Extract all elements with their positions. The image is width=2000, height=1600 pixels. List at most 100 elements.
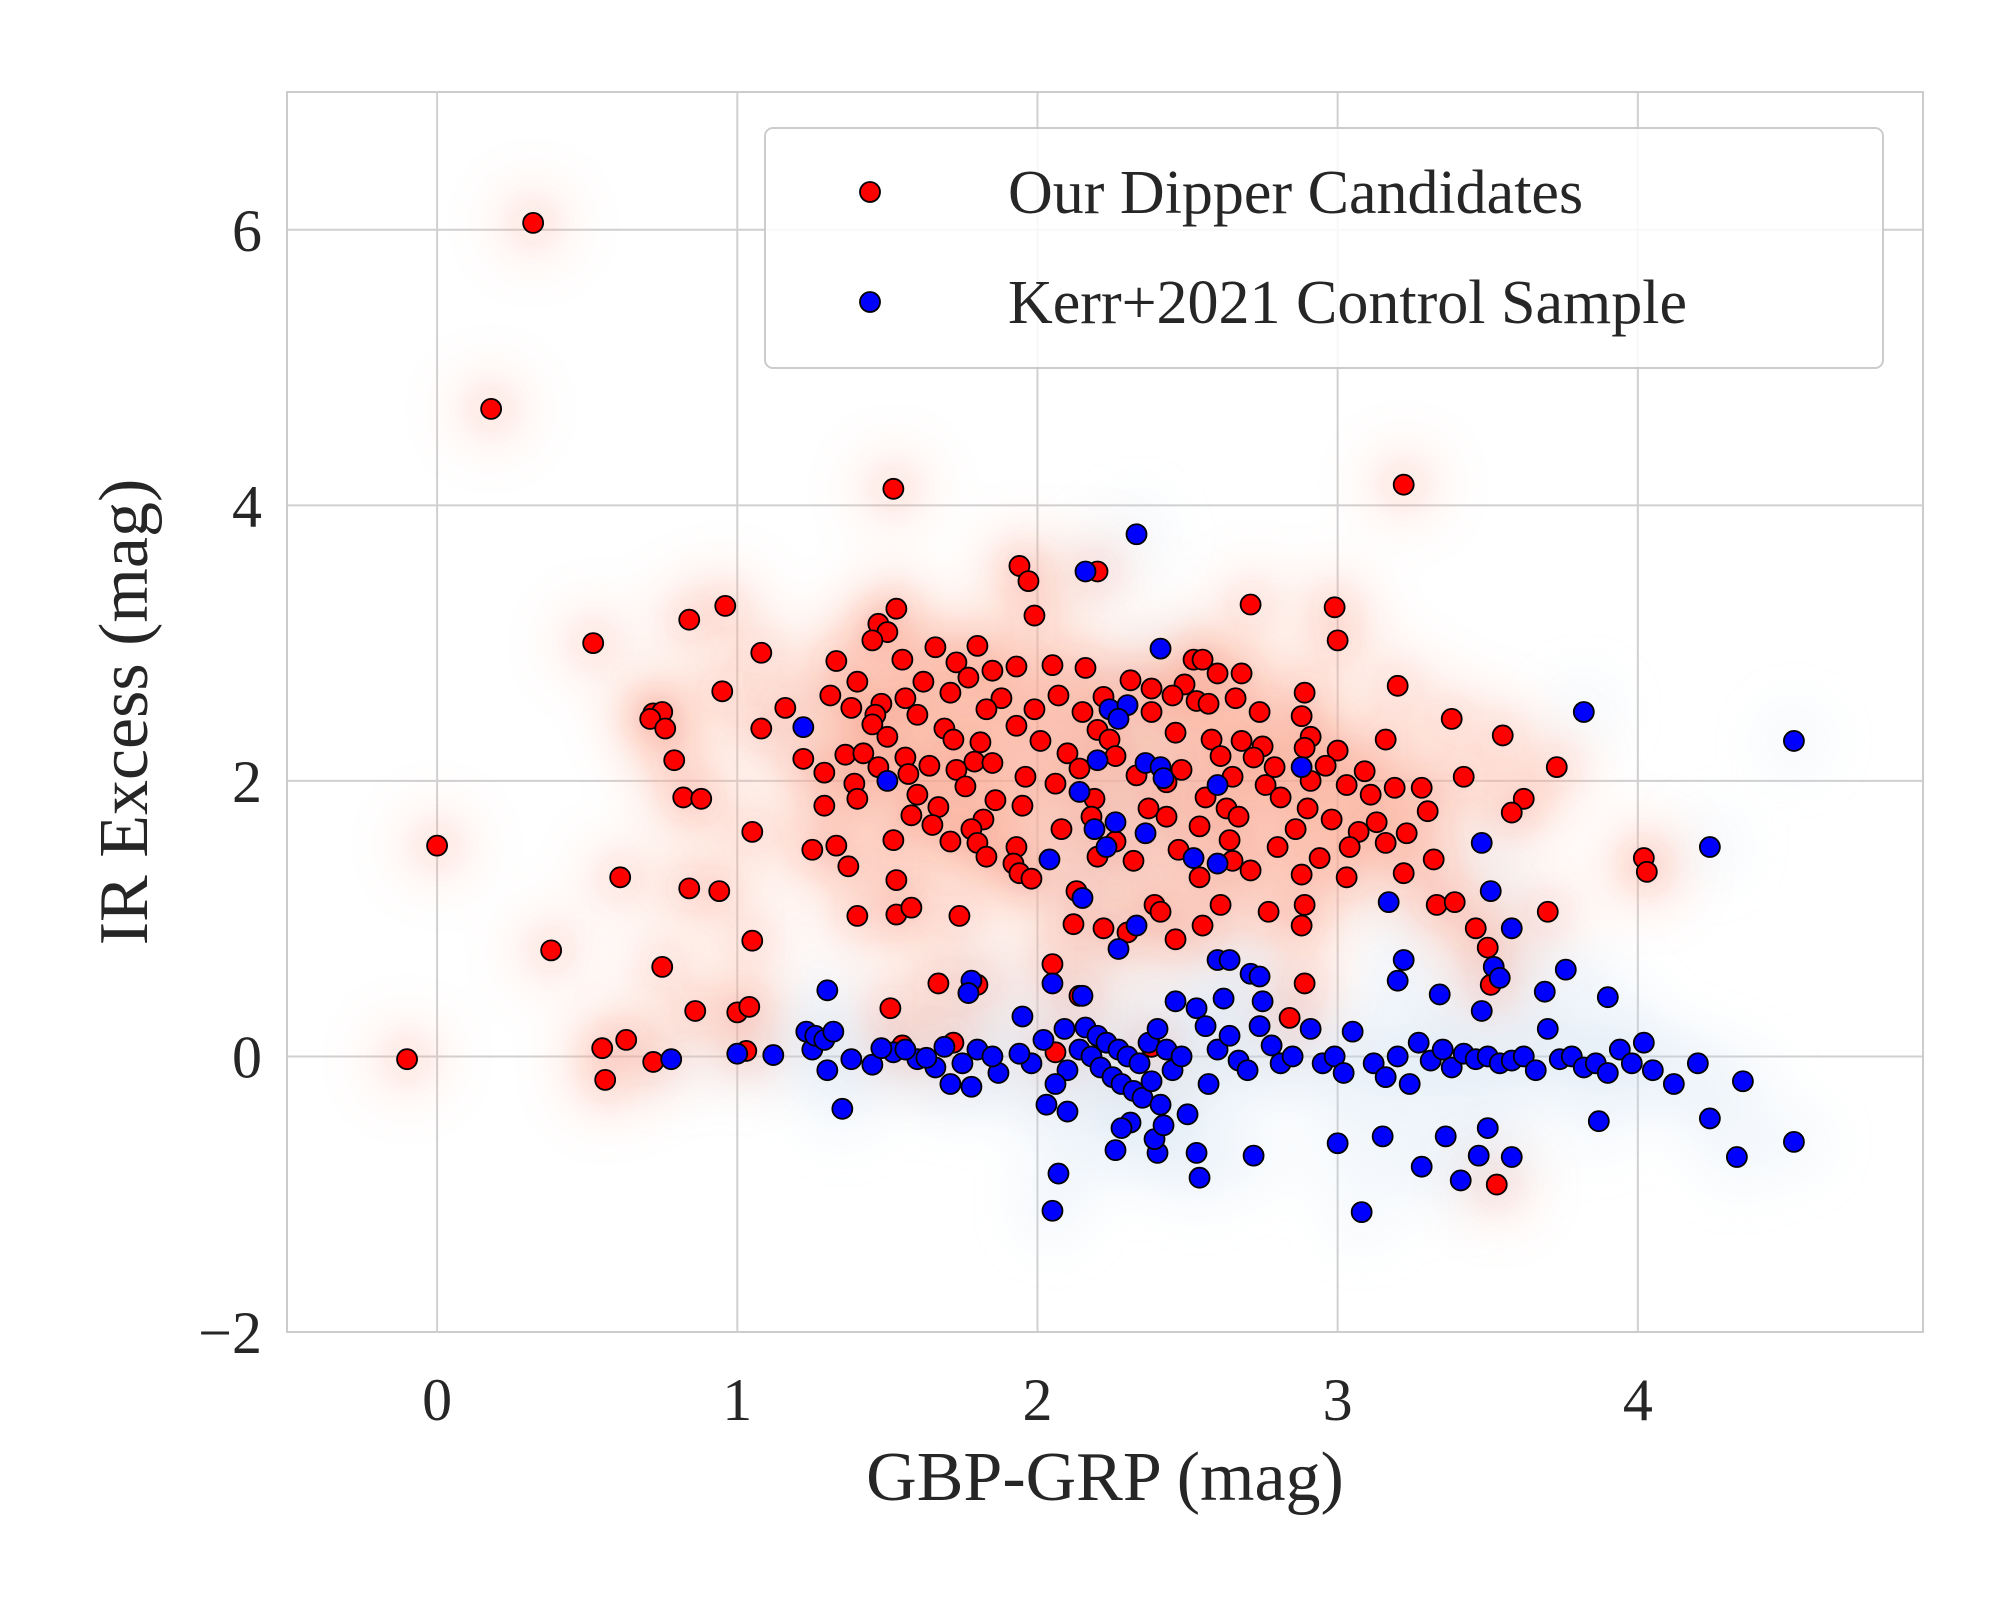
control-point bbox=[1260, 1034, 1283, 1057]
dipper-point bbox=[1335, 774, 1358, 796]
control-point bbox=[981, 1045, 1004, 1068]
dipper-point bbox=[885, 869, 908, 891]
control-point bbox=[1407, 1031, 1430, 1054]
dipper-point bbox=[1041, 953, 1064, 976]
dipper-point bbox=[1545, 756, 1568, 779]
dipper-point bbox=[1296, 797, 1319, 820]
control-point bbox=[1410, 1155, 1433, 1178]
dipper-point bbox=[1314, 754, 1337, 777]
dipper-point bbox=[591, 1037, 614, 1060]
control-point bbox=[1731, 1070, 1754, 1093]
control-point bbox=[1086, 749, 1109, 772]
control-point bbox=[1194, 1015, 1217, 1038]
dipper-point bbox=[1062, 913, 1085, 936]
control-point bbox=[1248, 1015, 1271, 1038]
control-point bbox=[1596, 1062, 1619, 1084]
control-point bbox=[1188, 1166, 1211, 1189]
x-axis-title: GBP-GRP (mag) bbox=[866, 1439, 1344, 1516]
y-tick-label: 0 bbox=[232, 1024, 262, 1090]
control-point bbox=[1107, 707, 1130, 730]
dipper-point bbox=[1014, 765, 1037, 788]
dipper-point bbox=[813, 794, 836, 817]
dipper-point bbox=[1068, 757, 1091, 780]
dipper-point bbox=[975, 845, 998, 868]
dipper-point bbox=[1119, 669, 1142, 692]
dipper-point bbox=[1278, 1006, 1301, 1029]
control-point bbox=[1698, 1107, 1721, 1130]
x-tick-label: 4 bbox=[1623, 1367, 1653, 1433]
dipper-point bbox=[912, 670, 935, 693]
dipper-point bbox=[1410, 776, 1433, 799]
dipper-point bbox=[1005, 714, 1028, 737]
control-point bbox=[1071, 887, 1094, 909]
dipper-point bbox=[792, 747, 815, 770]
control-point bbox=[1008, 1042, 1031, 1065]
control-point bbox=[1128, 1052, 1151, 1075]
control-point bbox=[1662, 1073, 1685, 1095]
dipper-point bbox=[945, 758, 968, 781]
dipper-point bbox=[678, 608, 701, 631]
dipper-point bbox=[852, 742, 875, 765]
dipper-point bbox=[1191, 648, 1214, 671]
dipper-point bbox=[954, 775, 977, 798]
dipper-point bbox=[1263, 756, 1286, 779]
dipper-point bbox=[1224, 687, 1247, 710]
control-point bbox=[1428, 983, 1451, 1006]
dipper-point bbox=[939, 681, 962, 704]
dipper-point bbox=[927, 972, 950, 995]
control-point bbox=[1149, 637, 1172, 660]
dipper-point bbox=[990, 687, 1013, 710]
control-point bbox=[1035, 1093, 1058, 1116]
dipper-point bbox=[642, 1051, 665, 1073]
control-point bbox=[1206, 852, 1229, 875]
dipper-point bbox=[1188, 866, 1211, 889]
dipper-point bbox=[1293, 681, 1316, 704]
dipper-point bbox=[1293, 736, 1316, 759]
dipper-point bbox=[1485, 1173, 1508, 1196]
dipper-point bbox=[1041, 654, 1064, 677]
y-tick-label: 2 bbox=[232, 749, 262, 815]
control-point bbox=[1524, 1059, 1547, 1082]
dipper-point bbox=[1416, 800, 1439, 823]
dipper-point bbox=[1230, 662, 1253, 685]
dipper-point bbox=[966, 634, 989, 657]
dipper-point bbox=[1536, 900, 1559, 923]
control-point bbox=[1350, 1201, 1373, 1224]
dipper-point bbox=[1440, 707, 1463, 730]
data-points bbox=[396, 211, 1805, 1224]
legend-label-dipper: Our Dipper Candidates bbox=[1008, 159, 1583, 227]
dipper-point bbox=[891, 648, 914, 671]
control-point bbox=[1164, 990, 1187, 1013]
control-point bbox=[1440, 1056, 1463, 1079]
dipper-point bbox=[981, 659, 1004, 682]
dipper-point bbox=[1029, 730, 1052, 752]
dipper-point bbox=[741, 820, 764, 843]
dipper-point bbox=[1293, 893, 1316, 916]
control-point bbox=[831, 1097, 854, 1120]
control-point bbox=[1554, 958, 1577, 981]
control-point bbox=[1134, 822, 1157, 845]
control-point bbox=[1783, 730, 1805, 752]
dipper-point bbox=[1023, 698, 1046, 721]
control-point bbox=[816, 979, 839, 1002]
x-axis-ticks: 0 1 2 3 4 bbox=[422, 1367, 1653, 1433]
dipper-point bbox=[882, 829, 905, 852]
control-point bbox=[1125, 914, 1148, 937]
control-point bbox=[1476, 1117, 1499, 1139]
dipper-point bbox=[396, 1048, 418, 1071]
dipper-point bbox=[927, 796, 950, 818]
control-point bbox=[726, 1042, 749, 1065]
dipper-point bbox=[690, 787, 713, 810]
control-point bbox=[1386, 1045, 1409, 1068]
dipper-point bbox=[1200, 728, 1223, 751]
dipper-point bbox=[1044, 772, 1067, 795]
dipper-point bbox=[738, 995, 761, 1018]
dipper-point bbox=[900, 804, 923, 827]
dipper-point bbox=[1290, 705, 1313, 728]
dipper-point bbox=[1023, 604, 1046, 627]
dipper-point bbox=[846, 905, 869, 927]
control-point bbox=[1470, 1000, 1493, 1022]
control-point bbox=[1374, 1066, 1397, 1089]
dipper-point bbox=[801, 838, 824, 861]
dipper-point bbox=[1011, 794, 1034, 817]
